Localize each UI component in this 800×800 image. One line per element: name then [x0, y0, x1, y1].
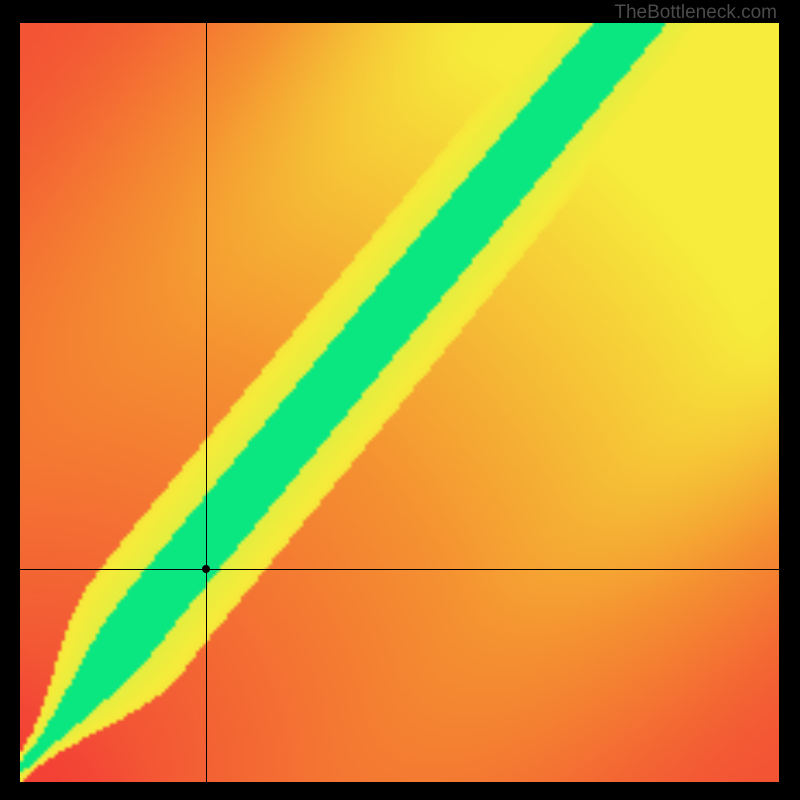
attribution-text: TheBottleneck.com [614, 2, 777, 24]
crosshair-horizontal [20, 569, 779, 570]
heatmap-canvas [20, 23, 779, 782]
crosshair-vertical [206, 23, 207, 782]
heatmap-plot [20, 23, 779, 782]
chart-frame: TheBottleneck.com [0, 0, 800, 800]
crosshair-dot [202, 565, 210, 573]
